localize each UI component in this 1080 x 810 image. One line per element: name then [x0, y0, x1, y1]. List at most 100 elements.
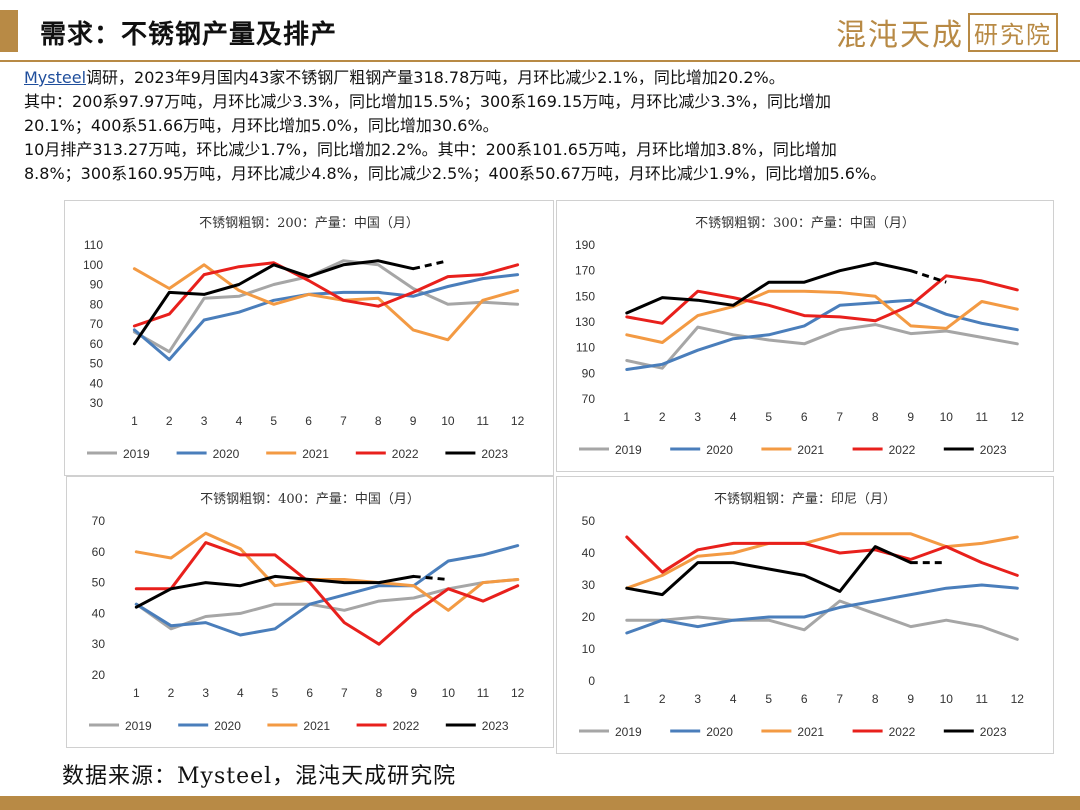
legend-label-2019: 2019: [615, 443, 642, 457]
x-tick-label: 1: [623, 410, 630, 424]
legend-label-2022: 2022: [392, 447, 419, 461]
legend-label-2020: 2020: [706, 725, 733, 739]
legend-label-2021: 2021: [303, 719, 330, 733]
chart-title: 不锈钢粗钢：产量：印尼（月）: [714, 492, 896, 507]
x-tick-label: 5: [765, 692, 772, 706]
x-tick-label: 3: [694, 410, 701, 424]
series-line-2023: [134, 574, 416, 609]
x-tick-label: 12: [1011, 410, 1025, 424]
y-tick-label: 0: [588, 674, 595, 688]
mysteel-link[interactable]: Mysteel: [24, 68, 87, 87]
forecast-line-2023: [412, 259, 449, 271]
y-tick-label: 40: [92, 606, 106, 620]
x-tick-label: 11: [477, 686, 490, 700]
x-tick-label: 8: [872, 692, 879, 706]
x-tick-label: 4: [730, 410, 737, 424]
x-tick-label: 9: [907, 410, 914, 424]
y-tick-label: 20: [92, 668, 106, 682]
series-line-2020: [134, 544, 520, 637]
x-tick-label: 4: [730, 692, 737, 706]
chart-indonesia: 不锈钢粗钢：产量：印尼（月） 0 10 20 30 40 50 1 2 3 4 5 6 7 8 9 10 11 12…: [556, 476, 1054, 754]
title-accent-bar: [0, 10, 18, 52]
summary-line-3: 20.1%；400系51.66万吨，月环比增加5.0%，同比增加30.6%。: [24, 116, 499, 135]
chart-title: 不锈钢粗钢：300：产量：中国（月）: [695, 216, 915, 231]
y-tick-label: 60: [90, 337, 104, 351]
x-tick-label: 1: [131, 414, 138, 428]
x-tick-label: 3: [201, 414, 208, 428]
y-tick-label: 20: [582, 610, 596, 624]
series-line-2019: [625, 323, 1019, 370]
x-tick-label: 5: [270, 414, 277, 428]
y-tick-label: 100: [83, 258, 103, 272]
brand-logo: 混沌天成 研究院: [836, 12, 1058, 53]
x-tick-label: 8: [375, 414, 382, 428]
header-divider: [0, 60, 1080, 62]
series-line-2020: [625, 583, 1019, 635]
legend-label-2020: 2020: [214, 719, 241, 733]
x-tick-label: 6: [306, 686, 313, 700]
y-tick-label: 40: [582, 546, 596, 560]
series-line-2021: [132, 263, 520, 342]
x-tick-label: 3: [202, 686, 209, 700]
legend-label-2022: 2022: [393, 719, 420, 733]
chart-title: 不锈钢粗钢：200：产量：中国（月）: [199, 216, 419, 231]
summary-line-5: 8.8%；300系160.95万吨，月环比减少4.8%，同比减少2.5%；400…: [24, 164, 887, 183]
series-line-2023: [625, 261, 913, 315]
x-tick-label: 8: [872, 410, 879, 424]
legend-label-2023: 2023: [482, 719, 509, 733]
summary-line-1: Mysteel调研，2023年9月国内43家不锈钢厂粗钢产量318.78万吨，月…: [24, 66, 1074, 90]
series-line-2020: [132, 273, 520, 362]
y-tick-label: 90: [90, 278, 104, 292]
legend-label-2019: 2019: [615, 725, 642, 739]
y-tick-label: 50: [92, 576, 106, 590]
x-tick-label: 11: [477, 414, 490, 428]
series-line-2022: [134, 541, 520, 646]
y-tick-label: 30: [92, 637, 106, 651]
legend-label-2023: 2023: [980, 443, 1007, 457]
x-tick-label: 9: [410, 686, 417, 700]
x-tick-label: 7: [836, 410, 843, 424]
page-header: 需求：不锈钢产量及排产 混沌天成 研究院: [0, 0, 1080, 62]
x-tick-label: 10: [442, 686, 456, 700]
legend-label-2023: 2023: [481, 447, 508, 461]
legend-label-2021: 2021: [797, 443, 824, 457]
y-tick-label: 150: [575, 289, 595, 303]
summary-text: Mysteel调研，2023年9月国内43家不锈钢厂粗钢产量318.78万吨，月…: [24, 66, 1074, 186]
y-tick-label: 110: [576, 341, 595, 355]
legend-label-2021: 2021: [302, 447, 329, 461]
y-tick-label: 40: [90, 376, 104, 390]
series-line-2021: [625, 532, 1019, 590]
x-tick-label: 7: [836, 692, 843, 706]
footer-bar: [0, 796, 1080, 810]
y-tick-label: 170: [575, 264, 595, 278]
x-tick-label: 11: [976, 410, 989, 424]
x-tick-label: 4: [237, 686, 244, 700]
x-tick-label: 10: [441, 414, 455, 428]
x-tick-label: 11: [976, 692, 989, 706]
x-tick-label: 2: [166, 414, 173, 428]
chart-400-china: 不锈钢粗钢：400：产量：中国（月） 20 30 40 50 60 70 1 2 3 4 5 6 7 8 9 1…: [66, 476, 554, 748]
x-tick-label: 1: [623, 692, 630, 706]
x-tick-label: 1: [133, 686, 140, 700]
summary-line-2: 其中：200系97.97万吨，月环比减少3.3%，同比增加15.5%；300系1…: [24, 92, 831, 111]
y-tick-label: 80: [90, 297, 104, 311]
chart-300-china: 不锈钢粗钢：300：产量：中国（月） 70 90 110 130 150 170 190 1 2 3…: [556, 200, 1054, 472]
y-tick-label: 50: [90, 357, 104, 371]
chart-title: 不锈钢粗钢：400：产量：中国（月）: [200, 492, 420, 507]
y-tick-label: 50: [582, 514, 596, 528]
y-tick-label: 10: [582, 642, 596, 656]
legend-label-2022: 2022: [889, 725, 916, 739]
forecast-line-2023: [413, 574, 449, 582]
series-line-2023: [625, 545, 913, 597]
y-tick-label: 110: [84, 238, 103, 252]
forecast-line-2023: [910, 269, 947, 284]
x-tick-label: 3: [694, 692, 701, 706]
series-line-2022: [625, 535, 1019, 577]
x-tick-label: 2: [659, 410, 666, 424]
series-line-2019: [132, 259, 520, 354]
x-tick-label: 6: [801, 692, 808, 706]
x-tick-label: 2: [168, 686, 175, 700]
x-tick-label: 2: [659, 692, 666, 706]
